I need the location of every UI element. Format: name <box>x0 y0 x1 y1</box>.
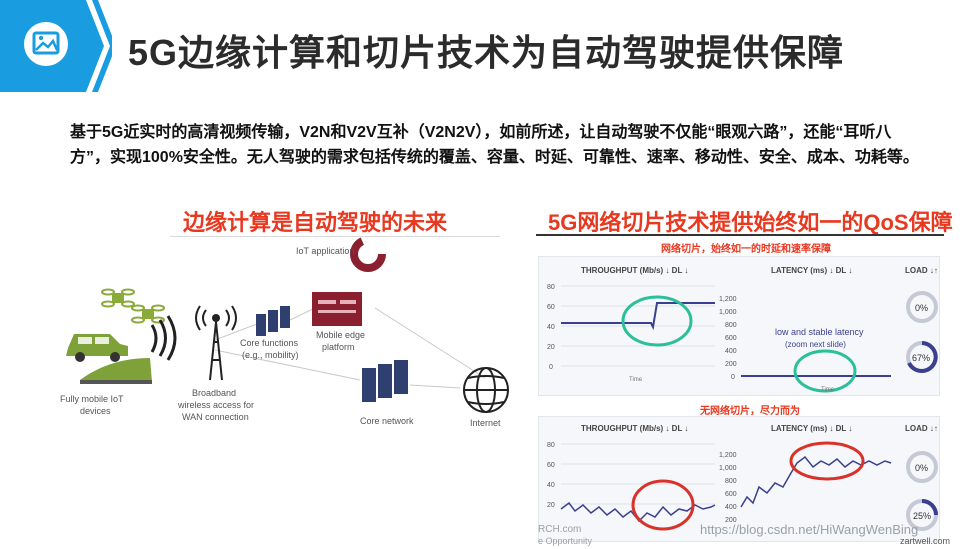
throughput-tick: 40 <box>547 482 555 489</box>
throughput-tick: 80 <box>547 284 555 291</box>
internet-label: Internet <box>470 418 501 428</box>
link-line <box>214 321 263 341</box>
latency-tick: 400 <box>725 504 737 511</box>
right-title-rule <box>536 234 944 236</box>
latency-tick: 0 <box>731 374 735 381</box>
core-network-icon <box>362 360 408 402</box>
link-line <box>214 349 361 381</box>
throughput-tick: 80 <box>547 442 555 449</box>
signal-waves-icon <box>150 315 177 361</box>
gauge-value: 67% <box>912 353 930 363</box>
core-functions-label-2: (e.g., mobility) <box>242 350 299 360</box>
page-title: 5G边缘计算和切片技术为自动驾驶提供保障 <box>128 32 845 73</box>
throughput-tick: 60 <box>547 462 555 469</box>
latency-tick: 800 <box>725 322 737 329</box>
highlight-circle <box>793 349 857 393</box>
dashboard-with-slicing: THROUGHPUT (Mb/s) ↓ DL ↓ LATENCY (ms) ↓ … <box>538 256 940 396</box>
link-line <box>409 384 461 389</box>
load-label: LOAD ↓↑ <box>905 266 938 275</box>
throughput-series-line <box>561 302 715 331</box>
latency-label: LATENCY (ms) ↓ DL ↓ <box>771 266 852 275</box>
latency-tick: 200 <box>725 517 737 524</box>
watermark-url: https://blog.csdn.net/HiWangWenBing <box>700 522 919 537</box>
time-label: Time <box>821 387 835 393</box>
latency-tick: 1,200 <box>719 296 737 303</box>
drone-icon <box>131 304 165 324</box>
latency-tick: 400 <box>725 348 737 355</box>
latency-tick: 1,000 <box>719 309 737 316</box>
latency-series-line <box>740 455 892 508</box>
slicing-caption: 网络切片，始终如一的时延和速率保障 <box>661 244 831 255</box>
dashboard-without-slicing: THROUGHPUT (Mb/s) ↓ DL ↓ LATENCY (ms) ↓ … <box>538 416 940 542</box>
iot-application-icon <box>350 236 386 272</box>
link-line <box>289 307 316 321</box>
iot-application-label: IoT application <box>296 246 354 256</box>
throughput-tick: 20 <box>547 344 555 351</box>
globe-icon <box>463 367 509 413</box>
latency-note-1: low and stable latency <box>775 327 864 337</box>
time-label: Time <box>629 377 643 383</box>
right-panel-title: 5G网络切片技术提供始终如一的QoS保障 <box>548 210 953 235</box>
throughput-label: THROUGHPUT (Mb/s) ↓ DL ↓ <box>581 424 688 433</box>
throughput-label: THROUGHPUT (Mb/s) ↓ DL ↓ <box>581 266 688 275</box>
load-gauge <box>906 451 938 483</box>
cell-tower-icon <box>195 305 237 381</box>
brand-left-text: RCH.com <box>538 524 582 535</box>
core-functions-label-1: Core functions <box>240 338 299 348</box>
throughput-tick: 0 <box>549 364 553 371</box>
logo-icon <box>0 0 112 92</box>
gauge-value: 25% <box>913 511 931 521</box>
mobile-edge-label-1: Mobile edge <box>316 330 365 340</box>
load-gauge <box>906 291 938 323</box>
train-icon <box>80 358 152 384</box>
brand-text: zartwell.com <box>900 536 951 546</box>
throughput-tick: 60 <box>547 304 555 311</box>
drone-icon <box>101 288 135 308</box>
devices-label-1: Fully mobile IoT <box>60 394 124 404</box>
latency-tick: 800 <box>725 478 737 485</box>
left-title-divider <box>170 236 500 237</box>
core-network-label: Core network <box>360 416 414 426</box>
load-gauge-fill <box>907 341 938 373</box>
no-slicing-caption: 无网络切片，尽力而为 <box>700 406 800 417</box>
broadband-label-3: WAN connection <box>182 412 249 422</box>
load-label: LOAD ↓↑ <box>905 424 938 433</box>
highlight-circle <box>621 295 693 347</box>
throughput-tick: 40 <box>547 324 555 331</box>
intro-paragraph: 基于5G近实时的高清视频传输，V2N和V2V互补（V2N2V），如前所述，让自动… <box>70 124 919 166</box>
devices-label-2: devices <box>80 406 111 416</box>
server-rack-icon <box>256 306 290 336</box>
gauge-value: 0% <box>915 303 928 313</box>
latency-label: LATENCY (ms) ↓ DL ↓ <box>771 424 852 433</box>
edge-platform-icon <box>312 292 362 326</box>
brand-left-text-2: e Opportunity <box>538 536 593 546</box>
link-line <box>374 307 486 379</box>
latency-tick: 1,000 <box>719 465 737 472</box>
latency-tick: 1,200 <box>719 452 737 459</box>
throughput-tick: 20 <box>547 502 555 509</box>
car-icon <box>66 334 128 362</box>
latency-tick: 600 <box>725 335 737 342</box>
mobile-edge-label-2: platform <box>322 342 355 352</box>
latency-tick: 200 <box>725 361 737 368</box>
highlight-circle <box>789 441 865 481</box>
latency-tick: 600 <box>725 491 737 498</box>
highlight-circle <box>631 479 695 531</box>
broadband-label-1: Broadband <box>192 388 236 398</box>
left-panel-title: 边缘计算是自动驾驶的未来 <box>183 210 448 235</box>
edge-computing-diagram: Fully mobile IoT devices Broadband wirel… <box>60 236 509 428</box>
gauge-value: 0% <box>915 463 928 473</box>
load-gauge-fill <box>921 499 938 516</box>
broadband-label-2: wireless access for <box>177 400 254 410</box>
latency-note-2: (zoom next slide) <box>785 340 846 349</box>
